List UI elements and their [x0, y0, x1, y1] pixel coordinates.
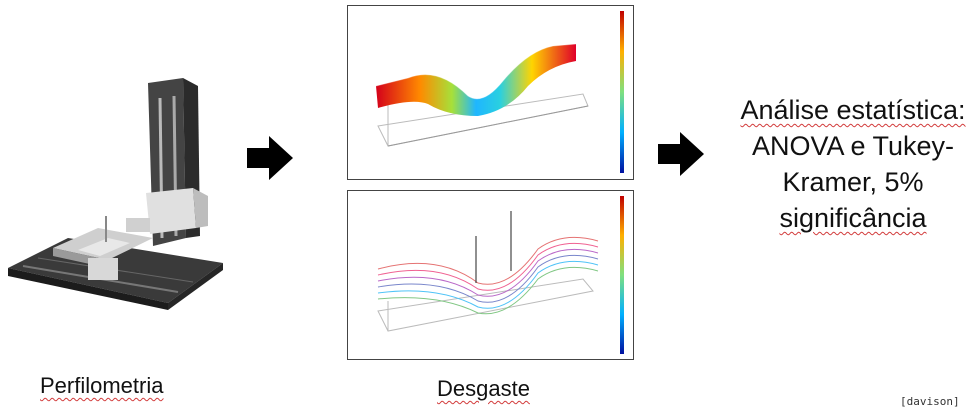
step-label-desgaste: Desgaste	[437, 376, 530, 401]
step-label-perfilometria: Perfilometria	[40, 373, 164, 398]
arrow-right-icon	[247, 136, 293, 180]
arrow-right-icon	[658, 132, 704, 176]
statistical-analysis-text: Análise estatística: ANOVA e Tukey- Kram…	[728, 92, 978, 236]
stats-line-1: Análise estatística:	[740, 95, 966, 125]
stats-line-3: Kramer, 5%	[782, 167, 924, 197]
stats-line-2: ANOVA e Tukey-	[751, 131, 955, 161]
profilometer-machine-image	[8, 78, 223, 310]
stats-line-4: significância	[779, 203, 927, 233]
credit-text: [davison]	[900, 395, 960, 408]
wear-surface-3d-plot	[347, 5, 634, 180]
wear-contour-3d-plot	[347, 190, 634, 360]
